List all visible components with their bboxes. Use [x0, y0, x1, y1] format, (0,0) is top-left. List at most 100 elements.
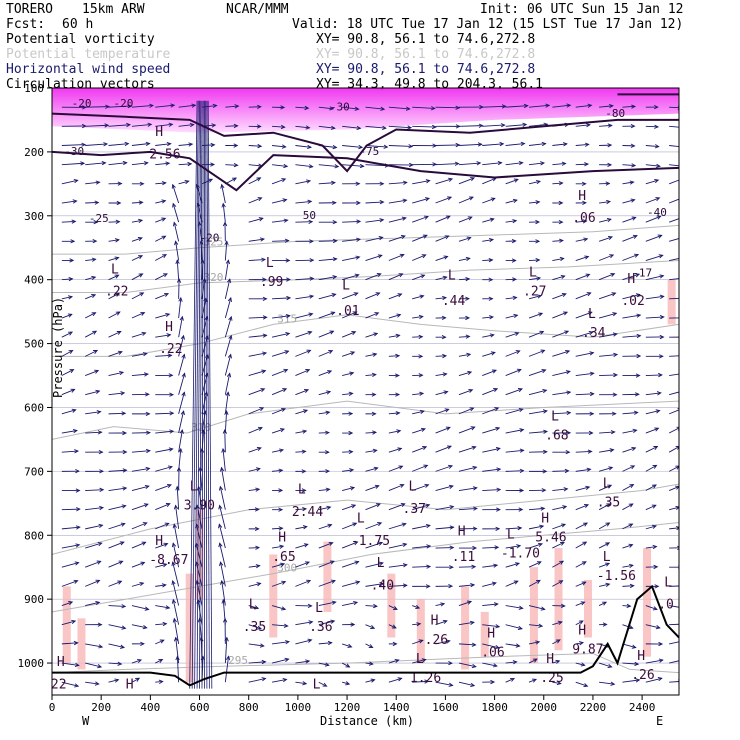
wind-vector: [61, 296, 73, 300]
wind-vector: [224, 241, 228, 261]
wind-vector-arrowhead: [94, 200, 100, 205]
wind-vector-arrowhead: [219, 561, 224, 567]
wind-vector-arrowhead: [330, 125, 336, 130]
wind-vector: [225, 164, 238, 166]
wind-vector-arrowhead: [122, 486, 128, 491]
wind-vector-arrowhead: [286, 277, 291, 282]
wind-vector-arrowhead: [210, 162, 216, 167]
wind-vector-arrowhead: [305, 125, 311, 130]
wind-vector-arrowhead: [602, 601, 608, 606]
wind-vector: [388, 503, 405, 511]
wind-vector-arrowhead: [584, 142, 590, 147]
wind-vector-arrowhead: [380, 106, 386, 111]
wind-vector-arrowhead: [371, 411, 377, 417]
wind-vector-arrowhead: [629, 180, 635, 185]
wind-vector: [218, 524, 226, 549]
wind-vector: [131, 677, 140, 683]
wind-vector-arrowhead: [119, 644, 126, 649]
wind-vector-arrowhead: [589, 351, 595, 356]
wind-vector-arrowhead: [350, 351, 356, 356]
wind-vector-arrowhead: [426, 564, 432, 569]
wind-vector-arrowhead: [447, 196, 453, 201]
wind-vector: [412, 254, 426, 261]
wind-vector-arrowhead: [542, 469, 548, 474]
wind-vector: [248, 352, 267, 357]
wind-vector-arrowhead: [332, 219, 338, 225]
wind-vector-arrowhead: [326, 390, 332, 395]
wind-vector: [365, 431, 377, 434]
wind-vector: [61, 526, 80, 530]
wind-vector-arrowhead: [257, 426, 263, 431]
wind-vector-arrowhead: [167, 353, 173, 358]
wind-vector-arrowhead: [96, 560, 102, 565]
wind-vector: [598, 503, 611, 511]
x-tick-label: 1400: [383, 701, 410, 714]
wind-vector-arrowhead: [114, 678, 120, 683]
wind-vector-arrowhead: [375, 503, 381, 508]
wind-vector: [85, 202, 99, 204]
wind-vector-arrowhead: [158, 659, 164, 663]
wind-vector: [172, 543, 180, 568]
wind-vector: [131, 605, 149, 610]
wind-vector-arrowhead: [516, 368, 522, 373]
wind-vector: [482, 407, 499, 415]
wind-vector-arrowhead: [559, 238, 564, 243]
wind-vector-arrowhead: [122, 430, 128, 436]
wind-vector: [61, 220, 76, 223]
wind-vector: [458, 177, 475, 185]
wind-vector: [131, 450, 150, 453]
wind-vector-arrowhead: [305, 369, 311, 374]
wind-vector: [388, 293, 402, 300]
low-marker: L: [603, 550, 611, 565]
wind-vector-arrowhead: [126, 122, 132, 128]
wind-vector: [482, 239, 494, 242]
wind-vector: [85, 162, 106, 166]
wind-vector: [272, 469, 283, 472]
wind-vector: [388, 564, 407, 568]
wind-vector: [552, 506, 567, 511]
wind-vector: [295, 580, 311, 587]
wind-vector: [669, 527, 679, 530]
wind-vector-arrowhead: [442, 295, 448, 301]
wind-vector: [178, 163, 192, 166]
marker-value: .40: [371, 579, 394, 594]
marker-value: .35: [243, 620, 266, 635]
wind-vector-arrowhead: [396, 313, 402, 318]
wind-vector: [85, 560, 101, 568]
wind-vector: [668, 465, 679, 472]
y-tick-label: 100: [24, 82, 44, 95]
wind-vector-arrowhead: [92, 330, 98, 335]
wind-vector: [669, 391, 679, 396]
wind-vector: [528, 525, 544, 530]
wind-vector-arrowhead: [302, 506, 308, 512]
wind-vector: [552, 412, 571, 415]
wind-vector-arrowhead: [395, 392, 401, 397]
wind-vector: [575, 468, 591, 472]
wind-vector-arrowhead: [656, 215, 662, 220]
wind-vector: [669, 373, 679, 376]
wind-vector-arrowhead: [146, 430, 151, 435]
wind-vector-arrowhead: [163, 542, 169, 547]
wind-vector-arrowhead: [169, 429, 175, 434]
wind-vector-arrowhead: [97, 664, 103, 669]
high-marker: H: [487, 626, 495, 641]
wind-vector-arrowhead: [683, 316, 687, 320]
wind-vector: [528, 162, 545, 166]
wind-vector: [318, 642, 332, 645]
wind-vector-arrowhead: [171, 542, 177, 548]
wind-vector-arrowhead: [465, 276, 471, 282]
wind-vector-arrowhead: [401, 522, 407, 527]
wind-vector: [295, 295, 314, 300]
wind-vector-arrowhead: [515, 643, 521, 648]
wind-vector-arrowhead: [281, 144, 287, 149]
wind-vector-arrowhead: [331, 293, 337, 298]
wind-vector-arrowhead: [162, 621, 168, 627]
wind-vector: [318, 164, 339, 168]
wind-vector-arrowhead: [309, 294, 315, 299]
wind-vector-arrowhead: [176, 466, 182, 472]
wind-vector-arrowhead: [675, 445, 679, 450]
wind-vector: [295, 561, 310, 568]
wind-vector-arrowhead: [470, 582, 476, 588]
x-tick-label: 600: [190, 701, 210, 714]
marker-value: .99: [260, 275, 283, 290]
